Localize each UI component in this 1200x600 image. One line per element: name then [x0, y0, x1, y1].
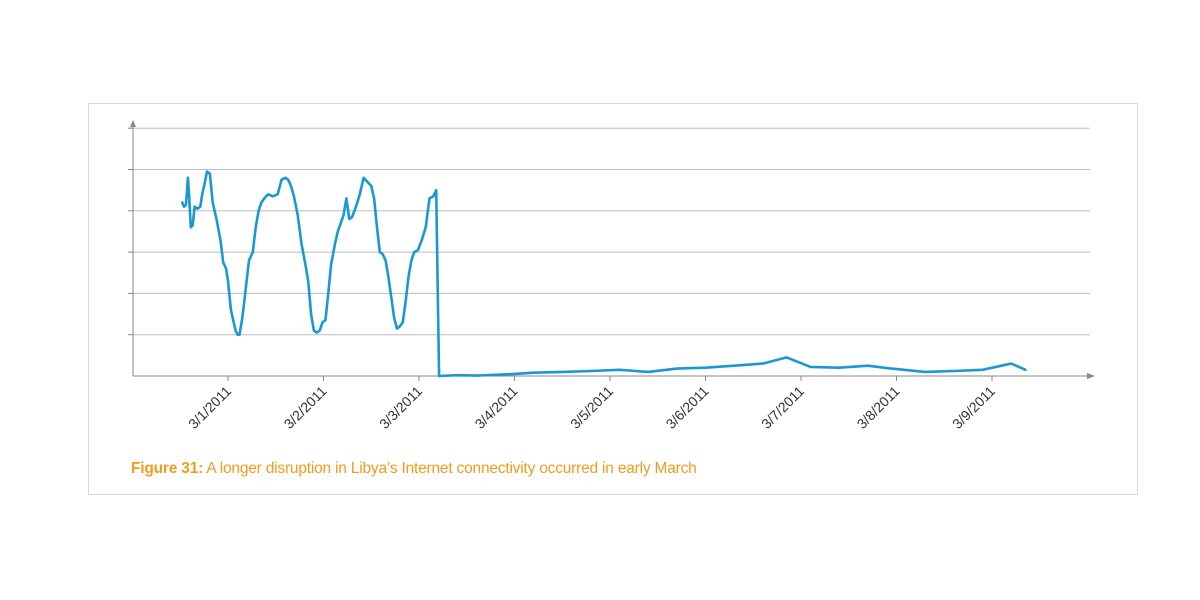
figure-caption: Figure 31: A longer disruption in Libya’… [131, 460, 697, 478]
figure-caption-text: A longer disruption in Libya’s Internet … [206, 460, 697, 477]
x-tick-label: 3/9/2011 [949, 383, 998, 432]
y-axis-arrow [130, 120, 136, 127]
x-tick-label: 3/7/2011 [758, 383, 807, 432]
x-tick-label: 3/2/2011 [280, 383, 329, 432]
axes [130, 120, 1095, 379]
series [180, 170, 1027, 378]
x-tick-label: 3/4/2011 [471, 383, 520, 432]
x-axis-arrow [1087, 373, 1095, 379]
figure-label: Figure 31: [131, 460, 204, 477]
x-tick-label: 3/5/2011 [567, 383, 616, 432]
x-tick-label: 3/6/2011 [662, 383, 711, 432]
series-line [180, 170, 1027, 378]
grid-lines [128, 127, 1090, 336]
x-tick-label: 3/1/2011 [185, 383, 234, 432]
x-tick-label: 3/3/2011 [376, 383, 425, 432]
x-ticks: 3/1/2011 3/2/2011 3/3/2011 3/4/2011 3/5/2011… [185, 376, 998, 432]
chart-frame [88, 103, 1138, 495]
x-tick-label: 3/8/2011 [853, 383, 902, 432]
